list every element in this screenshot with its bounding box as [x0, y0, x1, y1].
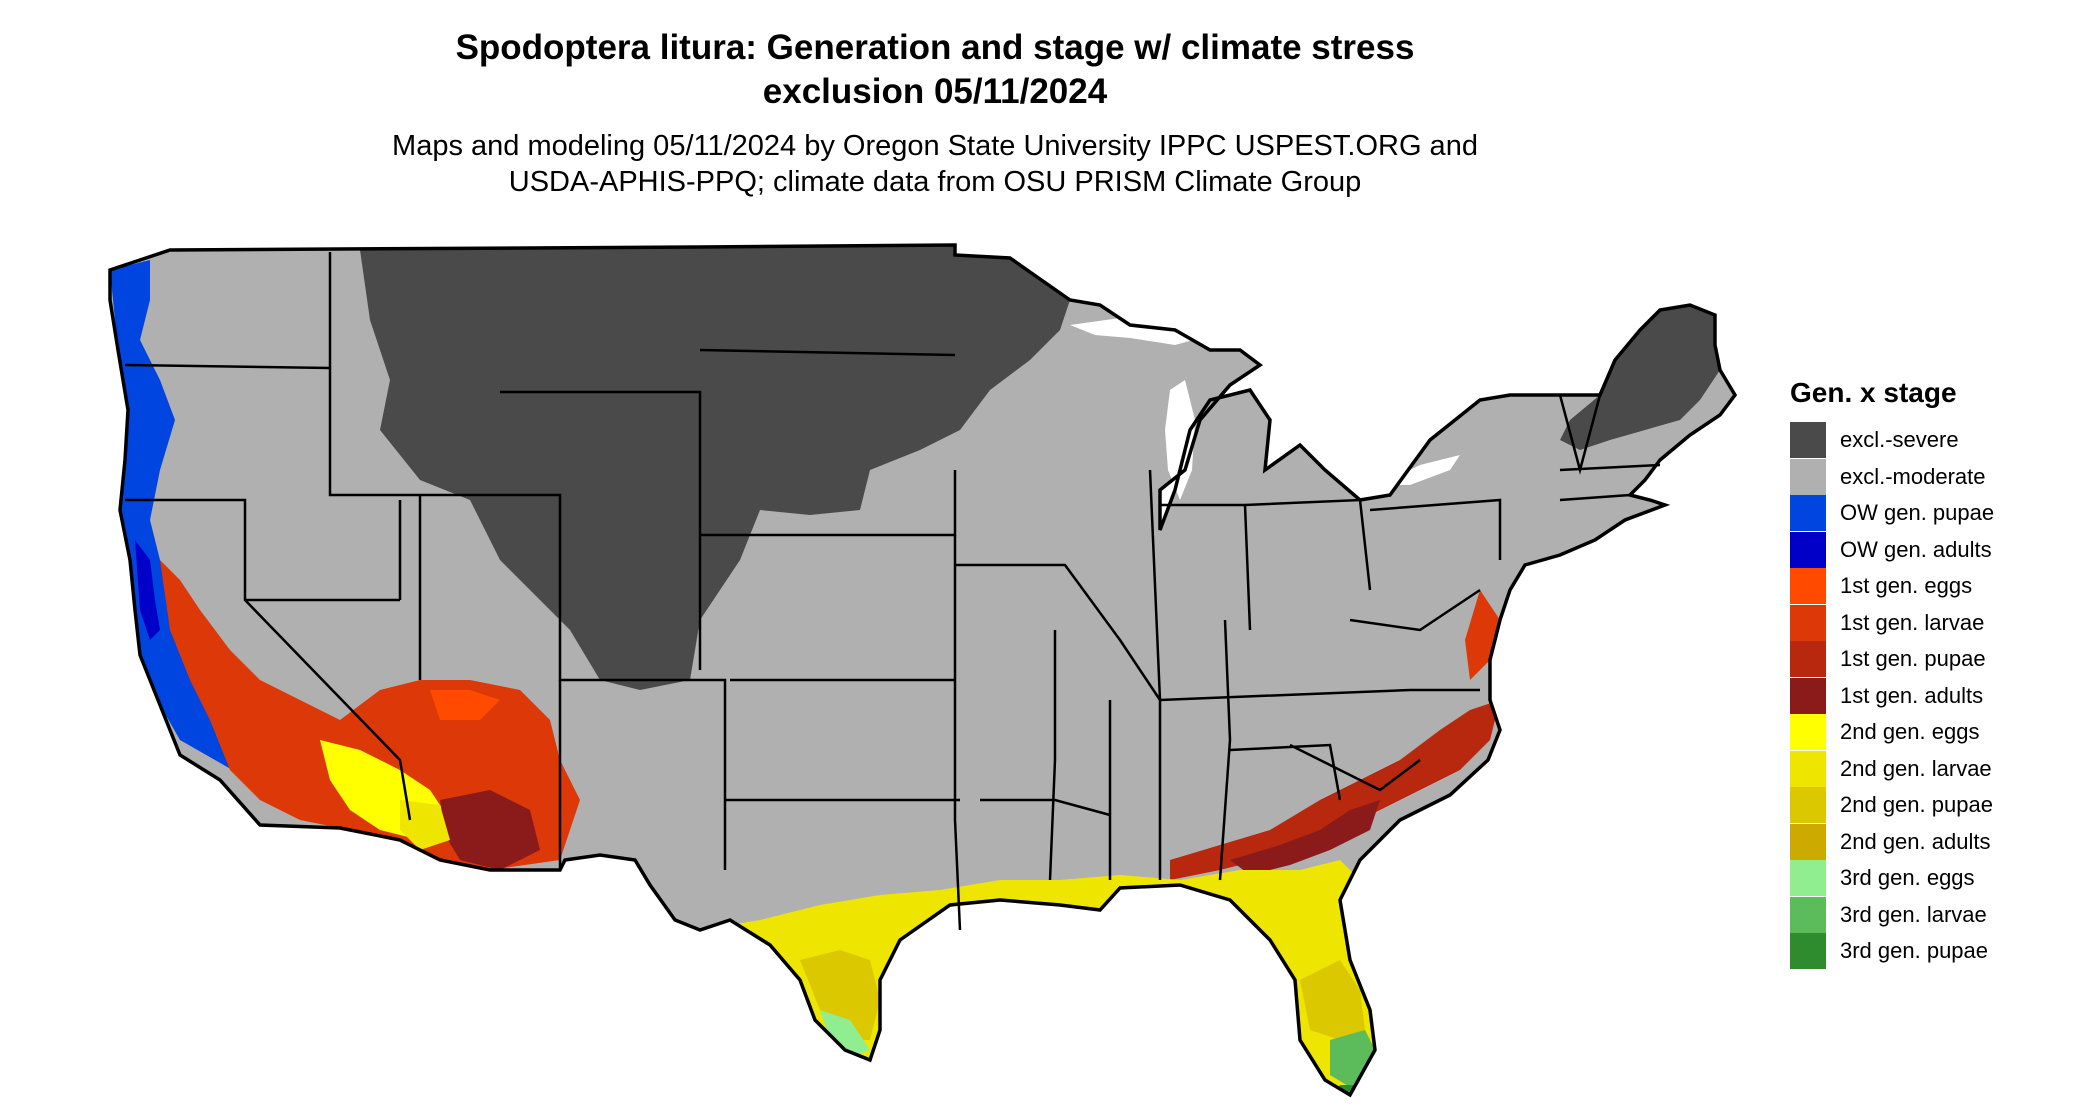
zone-3rd-eggs-texas — [820, 1010, 870, 1058]
legend-item: 1st gen. adults — [1790, 677, 1994, 715]
legend-item: 2nd gen. adults — [1790, 823, 1994, 861]
legend-swatch — [1790, 495, 1826, 532]
us-map — [108, 243, 1737, 1097]
lake-erie — [1380, 455, 1460, 485]
legend-item: 2nd gen. larvae — [1790, 750, 1994, 788]
legend-item: 1st gen. larvae — [1790, 604, 1994, 642]
legend-label: OW gen. adults — [1840, 536, 1992, 562]
legend-item: OW gen. adults — [1790, 531, 1994, 569]
zone-1st-larvae-midatlantic — [1465, 590, 1500, 680]
legend-label: 1st gen. adults — [1840, 682, 1984, 708]
legend-label: 2nd gen. adults — [1840, 828, 1991, 854]
zone-excl-severe-plains — [360, 245, 1070, 690]
legend-swatch — [1790, 750, 1826, 787]
zone-ow-pupae-coast — [110, 260, 360, 815]
legend-items: excl.-severe excl.-moderate OW gen. pupae O… — [1790, 422, 1994, 970]
legend-swatch — [1790, 787, 1826, 824]
legend-label: 2nd gen. pupae — [1840, 792, 1993, 818]
legend-swatch — [1790, 604, 1826, 641]
legend-swatch — [1790, 641, 1826, 678]
zone-1st-adults-az — [440, 790, 540, 870]
legend-title: Gen. x stage — [1790, 377, 1957, 408]
legend-swatch — [1790, 714, 1826, 751]
legend-label: 3rd gen. larvae — [1840, 901, 1987, 927]
zone-1st-larvae-west — [160, 560, 580, 870]
legend-label: 1st gen. eggs — [1840, 573, 1973, 599]
legend-item: 3rd gen. eggs — [1790, 860, 1994, 897]
legend-label: excl.-moderate — [1840, 463, 1986, 489]
legend-swatch — [1790, 531, 1826, 568]
legend-item: OW gen. pupae — [1790, 495, 1994, 532]
legend-item: excl.-moderate — [1790, 458, 1994, 496]
map-subtitle-line1: Maps and modeling 05/11/2024 by Oregon S… — [392, 130, 1478, 162]
legend-label: 2nd gen. larvae — [1840, 755, 1992, 781]
legend-label: 3rd gen. pupae — [1840, 938, 1989, 964]
legend-label: 1st gen. larvae — [1840, 609, 1985, 635]
legend-item: excl.-severe — [1790, 422, 1994, 459]
legend-swatch — [1790, 568, 1826, 605]
zone-1st-adults-southeast — [1230, 800, 1380, 875]
legend-swatch — [1790, 823, 1826, 860]
lake-michigan — [1165, 380, 1195, 500]
legend-label: OW gen. pupae — [1840, 500, 1995, 526]
legend-label: excl.-severe — [1840, 427, 1959, 453]
zone-1st-pupae-southeast — [1170, 700, 1500, 880]
zone-2nd-larvae-az — [400, 800, 450, 850]
zone-excl-severe-northeast — [1560, 305, 1720, 450]
legend-swatch — [1790, 422, 1826, 459]
legend-item: 3rd gen. larvae — [1790, 896, 1994, 934]
zone-2nd-pupae-texas — [800, 950, 880, 1040]
legend-label: 1st gen. pupae — [1840, 646, 1986, 672]
zones — [110, 245, 1720, 1095]
legend-swatch — [1790, 860, 1826, 897]
legend-swatch — [1790, 896, 1826, 933]
legend-item: 2nd gen. pupae — [1790, 787, 1994, 824]
legend: Gen. x stage excl.-severe excl.-moderate O… — [1790, 376, 1994, 970]
legend-swatch — [1790, 677, 1826, 714]
state-borders — [124, 252, 1661, 931]
zone-3rd-larvae-florida — [1330, 1030, 1375, 1090]
zone-ow-adults-coast — [135, 540, 160, 640]
legend-item: 3rd gen. pupae — [1790, 933, 1994, 970]
legend-item: 2nd gen. eggs — [1790, 714, 1994, 751]
legend-label: 2nd gen. eggs — [1840, 719, 1980, 745]
legend-item: 1st gen. eggs — [1790, 568, 1994, 605]
zone-1st-eggs-west — [430, 690, 500, 720]
legend-label: 3rd gen. eggs — [1840, 865, 1975, 891]
lake-superior — [1070, 318, 1200, 345]
legend-swatch — [1790, 458, 1826, 495]
map-subtitle-line2: USDA-APHIS-PPQ; climate data from OSU PR… — [508, 166, 1362, 198]
map-title-line1: Spodoptera litura: Generation and stage … — [455, 28, 1415, 67]
legend-swatch — [1790, 933, 1826, 970]
legend-item: 1st gen. pupae — [1790, 641, 1994, 678]
zone-2nd-pupae-florida — [1300, 960, 1365, 1040]
map-title-line2: exclusion 05/11/2024 — [762, 72, 1108, 111]
